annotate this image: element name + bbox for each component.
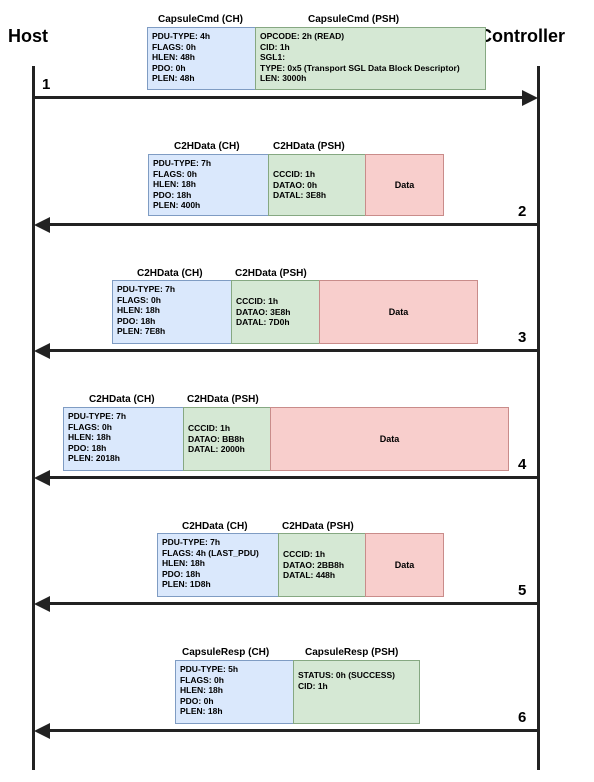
field: CCCID: 1h: [273, 169, 316, 180]
field: CID: 1h: [260, 41, 290, 52]
step2-psh-title: C2HData (PSH): [273, 141, 345, 152]
step3-psh-box: CCCID: 1h DATAO: 3E8h DATAL: 7D0h: [231, 280, 320, 344]
step2-arrowhead: [34, 217, 50, 233]
step6-psh-box: STATUS: 0h (SUCCESS) CID: 1h: [293, 660, 420, 724]
field: FLAGS: 0h: [117, 294, 161, 305]
field: DATAO: 3E8h: [236, 306, 291, 317]
field: FLAGS: 4h (LAST_PDU): [162, 547, 259, 558]
step5-number: 5: [518, 582, 527, 599]
step5-arrowhead: [34, 596, 50, 612]
field: PDU-TYPE: 7h: [153, 158, 212, 168]
field: PDO: 18h: [117, 315, 156, 326]
step1-number: 1: [42, 76, 51, 93]
field: DATAL: 3E8h: [273, 190, 327, 201]
step6-ch-title: CapsuleResp (CH): [182, 647, 270, 658]
field: HLEN: 18h: [162, 558, 205, 569]
step6-arrow-line: [48, 729, 538, 732]
field: DATAO: 0h: [273, 179, 318, 190]
field: DATAL: 448h: [283, 570, 336, 581]
field: PDU-TYPE: 7h: [117, 284, 176, 294]
field: PLEN: 2018h: [68, 453, 120, 464]
field: HLEN: 18h: [68, 432, 111, 443]
field: CID: 1h: [298, 680, 328, 691]
host-lifeline: [32, 66, 35, 770]
field: PDO: 0h: [152, 62, 186, 73]
field: TYPE: 0x5 (Transport SGL Data Block Desc…: [260, 62, 460, 73]
step6-psh-title: CapsuleResp (PSH): [305, 647, 399, 658]
field: STATUS: 0h (SUCCESS): [298, 670, 395, 680]
step2-number: 2: [518, 203, 527, 220]
field: PDO: 18h: [68, 442, 107, 453]
step5-psh-title: C2HData (PSH): [282, 521, 354, 532]
field: PLEN: 400h: [153, 200, 201, 211]
step5-psh-box: CCCID: 1h DATAO: 2BB8h DATAL: 448h: [278, 533, 366, 597]
field: PLEN: 18h: [180, 706, 223, 717]
step5-arrow-line: [48, 602, 538, 605]
step4-psh-box: CCCID: 1h DATAO: BB8h DATAL: 2000h: [183, 407, 271, 471]
field: HLEN: 18h: [117, 305, 160, 316]
step2-arrow-line: [48, 223, 538, 226]
step3-arrow-line: [48, 349, 538, 352]
step4-data-box: Data: [270, 407, 509, 471]
step2-ch-title: C2HData (CH): [174, 141, 240, 152]
field: DATAL: 7D0h: [236, 317, 290, 328]
step4-number: 4: [518, 456, 527, 473]
field: CCCID: 1h: [236, 296, 279, 307]
field: DATAO: BB8h: [188, 433, 245, 444]
step3-arrowhead: [34, 343, 50, 359]
step2-psh-box: CCCID: 1h DATAO: 0h DATAL: 3E8h: [268, 154, 366, 216]
field: DATAO: 2BB8h: [283, 559, 345, 570]
field: PLEN: 48h: [152, 73, 195, 84]
field: PDO: 18h: [153, 189, 192, 200]
step3-psh-title: C2HData (PSH): [235, 268, 307, 279]
step4-arrowhead: [34, 470, 50, 486]
field: OPCODE: 2h (READ): [260, 31, 345, 41]
field: PDU-TYPE: 4h: [152, 31, 211, 41]
step1-ch-box: PDU-TYPE: 4h FLAGS: 0h HLEN: 48h PDO: 0h…: [147, 27, 256, 90]
field: PDU-TYPE: 7h: [162, 537, 221, 547]
field: CCCID: 1h: [283, 549, 326, 560]
step1-psh-title: CapsuleCmd (PSH): [308, 14, 400, 25]
step3-number: 3: [518, 329, 527, 346]
controller-label: Controller: [479, 26, 566, 46]
field: LEN: 3000h: [260, 73, 307, 84]
controller-lifeline: [537, 66, 540, 770]
field: PDU-TYPE: 7h: [68, 411, 127, 421]
step3-data-box: Data: [319, 280, 478, 344]
step4-arrow-line: [48, 476, 538, 479]
field: PLEN: 1D8h: [162, 579, 211, 590]
step3-ch-box: PDU-TYPE: 7h FLAGS: 0h HLEN: 18h PDO: 18…: [112, 280, 232, 344]
field: DATAL: 2000h: [188, 444, 245, 455]
field: SGL1:: [260, 52, 286, 63]
step6-arrowhead: [34, 723, 50, 739]
host-label: Host: [8, 26, 48, 46]
step2-ch-box: PDU-TYPE: 7h FLAGS: 0h HLEN: 18h PDO: 18…: [148, 154, 269, 216]
step5-ch-title: C2HData (CH): [182, 521, 248, 532]
field: FLAGS: 0h: [180, 674, 224, 685]
step5-ch-box: PDU-TYPE: 7h FLAGS: 4h (LAST_PDU) HLEN: …: [157, 533, 279, 597]
step6-ch-box: PDU-TYPE: 5h FLAGS: 0h HLEN: 18h PDO: 0h…: [175, 660, 294, 724]
field: CCCID: 1h: [188, 423, 231, 434]
field: HLEN: 48h: [152, 52, 195, 63]
step6-number: 6: [518, 709, 527, 726]
field: FLAGS: 0h: [68, 421, 112, 432]
step1-ch-title: CapsuleCmd (CH): [158, 14, 244, 25]
step4-psh-title: C2HData (PSH): [187, 394, 259, 405]
field: FLAGS: 0h: [153, 168, 197, 179]
step2-data-box: Data: [365, 154, 444, 216]
step3-ch-title: C2HData (CH): [137, 268, 203, 279]
step5-data-box: Data: [365, 533, 444, 597]
field: FLAGS: 0h: [152, 41, 196, 52]
step1-arrow-line: [34, 96, 524, 99]
step1-psh-box: OPCODE: 2h (READ) CID: 1h SGL1: TYPE: 0x…: [255, 27, 486, 90]
step1-arrowhead: [522, 90, 538, 106]
step4-ch-title: C2HData (CH): [89, 394, 155, 405]
field: HLEN: 18h: [180, 685, 223, 696]
field: PDO: 18h: [162, 568, 201, 579]
field: PDO: 0h: [180, 695, 214, 706]
step4-ch-box: PDU-TYPE: 7h FLAGS: 0h HLEN: 18h PDO: 18…: [63, 407, 184, 471]
field: PLEN: 7E8h: [117, 326, 166, 337]
field: HLEN: 18h: [153, 179, 196, 190]
field: PDU-TYPE: 5h: [180, 664, 239, 674]
